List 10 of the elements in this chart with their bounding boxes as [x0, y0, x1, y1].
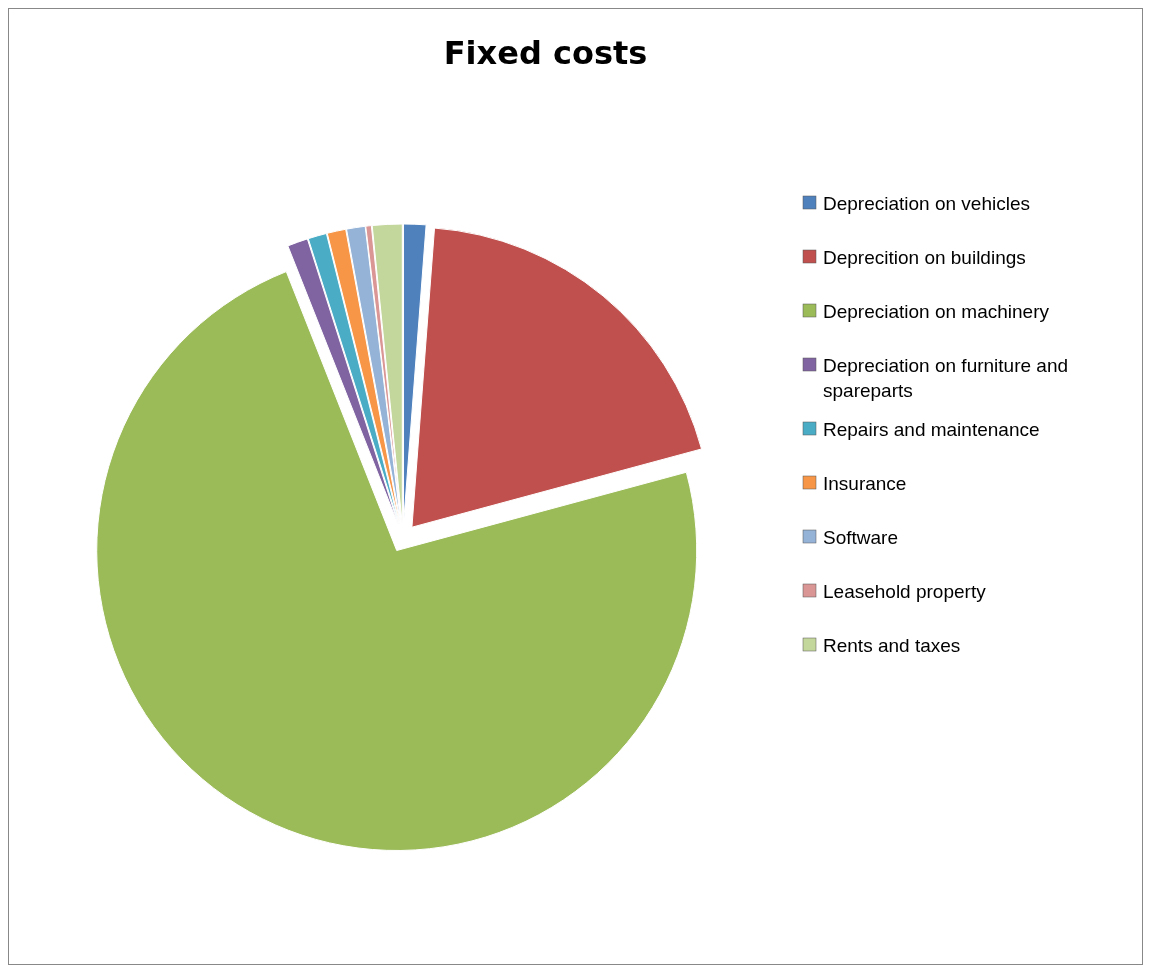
- legend-label: Repairs and maintenance: [823, 418, 1040, 440]
- legend-label: Software: [823, 526, 898, 548]
- legend-label: Deprecition on buildings: [823, 246, 1026, 268]
- chart-title: Fixed costs: [443, 34, 648, 72]
- legend-label: Rents and taxes: [823, 634, 961, 656]
- legend-label: Depreciation on vehicles: [823, 192, 1031, 214]
- legend-label: Leasehold property: [823, 580, 987, 602]
- legend-label: Depreciation on machinery: [823, 300, 1050, 322]
- legend-label: Insurance: [823, 472, 907, 494]
- legend-label: Depreciation on furniture and spareparts: [823, 354, 1069, 401]
